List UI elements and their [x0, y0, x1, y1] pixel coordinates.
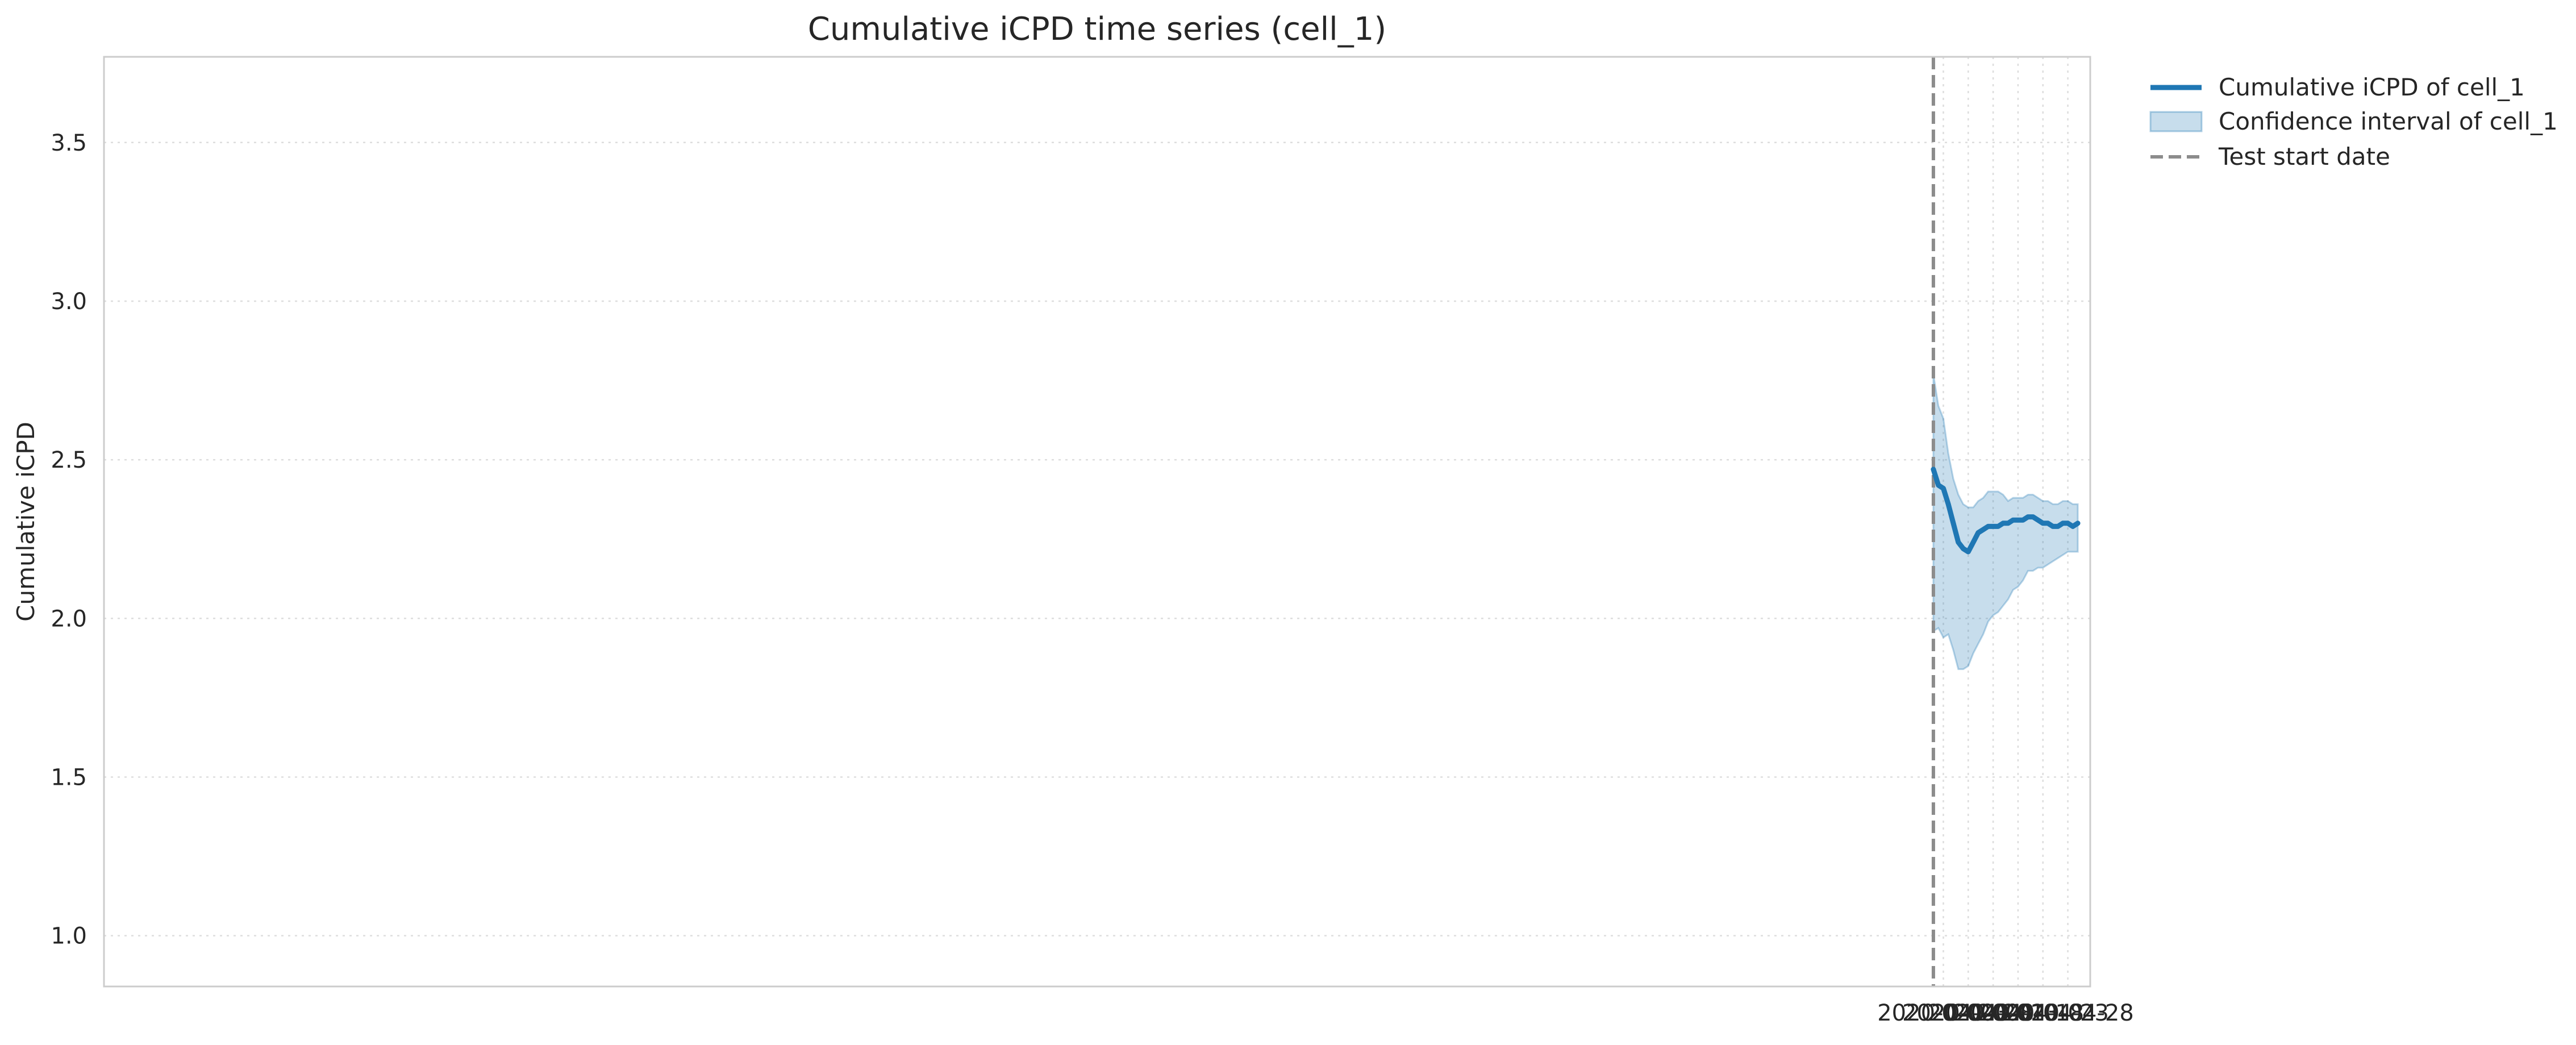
y-tick-label: 3.5 — [51, 130, 87, 156]
plot-frame — [103, 56, 2091, 988]
x-axis-ticks: 2020-04-032020-04-082020-04-132020-04-18… — [1877, 1000, 2134, 1026]
legend-label-series: Cumulative iCPD of cell_1 — [2219, 73, 2525, 101]
legend-label-test-start: Test start date — [2218, 143, 2390, 170]
y-axis-ticks: 1.0 1.5 2.0 2.5 3.0 3.5 — [51, 130, 87, 950]
y-axis-label: Cumulative iCPD — [12, 422, 40, 622]
x-tick-label: 2020-04-23 — [1977, 1000, 2109, 1026]
chart-title: Cumulative iCPD time series (cell_1) — [808, 11, 1386, 48]
x-tick-label: 2020-04-18 — [1952, 1000, 2084, 1026]
x-tick-label: 2020-04-08 — [1902, 1000, 2034, 1026]
x-tick-label: 2020-04-03 — [1877, 1000, 2009, 1026]
cumulative-icpd-line — [1931, 467, 2081, 555]
x-tick-label: 2020-04-28 — [2002, 1000, 2133, 1026]
y-tick-label: 1.0 — [51, 923, 87, 950]
x-tick-label: 2020-04-13 — [1927, 1000, 2059, 1026]
y-tick-label: 2.5 — [51, 447, 87, 473]
legend-swatch-band — [2149, 111, 2203, 132]
legend: Cumulative iCPD of cell_1 Confidence int… — [2149, 73, 2558, 170]
legend-label-confidence: Confidence interval of cell_1 — [2219, 107, 2558, 135]
y-tick-label: 3.0 — [51, 289, 87, 315]
y-tick-label: 1.5 — [51, 764, 87, 790]
y-tick-label: 2.0 — [51, 606, 87, 632]
